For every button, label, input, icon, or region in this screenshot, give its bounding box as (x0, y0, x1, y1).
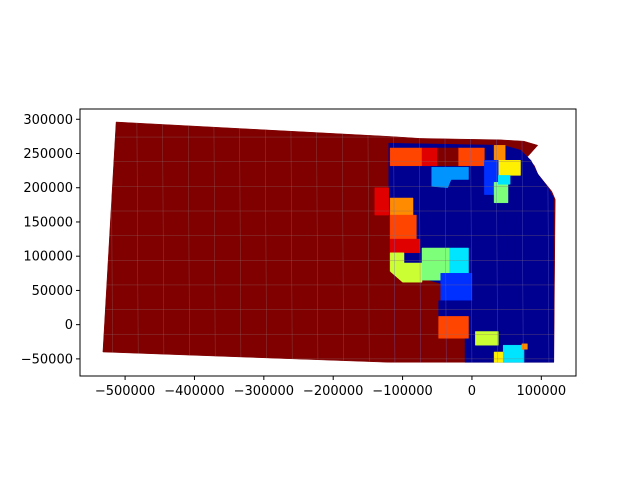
y-tick-label: 150000 (23, 215, 73, 230)
x-tick-label: −300000 (234, 384, 295, 399)
county-line (162, 122, 165, 363)
region-light-green-9 (493, 182, 509, 204)
county-line (521, 122, 524, 363)
x-tick-label: −500000 (95, 384, 156, 399)
y-tick-label: 50000 (32, 284, 73, 299)
county-line (187, 122, 190, 363)
x-axis: −500000 −400000 −300000 −200000 −100000 0 1000… (95, 376, 566, 399)
region-boundaries (102, 122, 556, 363)
region-yellow-23 (493, 351, 504, 363)
plot-area (102, 121, 556, 363)
y-axis: −50000 0 50000 100000 150000 200000 250000 3000… (21, 113, 80, 367)
x-tick-label: −200000 (303, 384, 364, 399)
x-tick-label: −400000 (164, 384, 225, 399)
county-line (239, 122, 242, 363)
y-tick-label: 200000 (23, 181, 73, 196)
county-line (290, 122, 293, 363)
region-orange-red-21 (438, 316, 469, 339)
county-line (393, 122, 396, 363)
county-line (213, 122, 216, 363)
county-line (495, 122, 498, 363)
county-line (264, 122, 267, 363)
y-tick-label: 100000 (23, 250, 73, 265)
county-line (418, 122, 421, 363)
region-orange-13 (389, 197, 414, 216)
axes-frame (79, 108, 577, 377)
region-cyan-18 (449, 247, 469, 274)
y-tick-label: −50000 (21, 352, 73, 367)
county-line (316, 122, 319, 363)
region-blue-19 (440, 273, 473, 301)
region-orange-red-2 (389, 147, 423, 167)
county-line (367, 122, 370, 363)
county-line (444, 122, 447, 363)
region-cyan-24 (502, 344, 525, 363)
region-dark-red-5 (437, 147, 459, 167)
x-tick-label: 100000 (516, 384, 566, 399)
region-red-15 (389, 238, 421, 254)
county-line (341, 122, 344, 363)
x-tick-label: 0 (468, 384, 476, 399)
y-tick-label: 250000 (23, 147, 73, 162)
region-dark-blue-20 (438, 300, 473, 317)
y-tick-label: 0 (65, 318, 73, 333)
y-tick-label: 300000 (23, 113, 73, 128)
region-cyan-10 (498, 175, 511, 185)
region-red-12 (374, 187, 389, 216)
x-tick-label: −100000 (372, 384, 433, 399)
county-line (136, 122, 139, 363)
region-yellow-7 (498, 160, 521, 176)
region-orange-red-4 (457, 147, 485, 167)
region-orange-25 (521, 343, 528, 350)
region-orange-6 (493, 145, 506, 161)
region-yellow-green-22 (475, 331, 499, 346)
county-line (470, 122, 473, 363)
region-red-3 (421, 147, 438, 167)
